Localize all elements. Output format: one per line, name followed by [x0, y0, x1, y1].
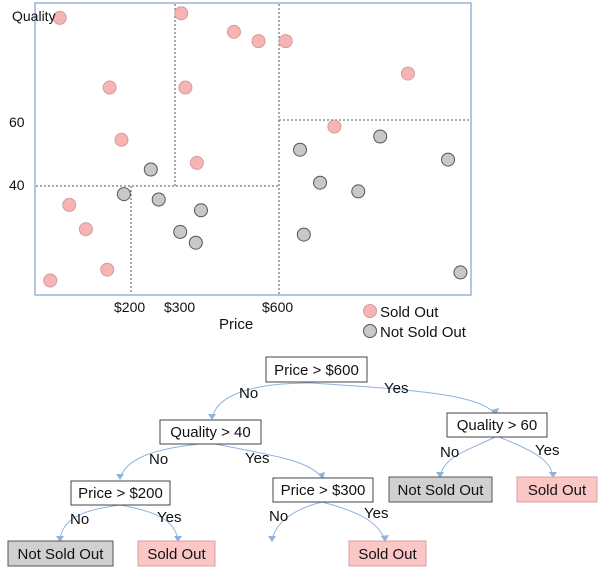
edge-lr-yes	[321, 501, 386, 541]
edge-lr-no	[271, 501, 323, 541]
edge-right-no	[439, 435, 498, 477]
arrowhead	[436, 472, 444, 478]
tree-node-quality-60: Quality > 60	[446, 412, 548, 438]
tree-node-price-300: Price > $300	[272, 477, 374, 503]
arrowhead	[116, 474, 124, 480]
scatter-frame	[34, 2, 472, 296]
legend: Sold Out Not Sold Out	[363, 304, 467, 341]
quality-60-label: Quality > 60	[457, 417, 537, 434]
edge-ll-yes	[119, 504, 179, 541]
legend-not-sold-out-label: Not Sold Out	[380, 324, 467, 341]
x-tick-600: $600	[262, 299, 293, 315]
edge-label-yes: Yes	[535, 442, 559, 459]
leaf-not-sold-out-2: Not Sold Out	[388, 476, 493, 503]
arrowhead	[268, 536, 276, 542]
tree-arrowheads	[56, 408, 557, 542]
not-sold-out-point	[313, 175, 328, 190]
edge-label-no: No	[440, 444, 459, 461]
sold-out-point	[102, 80, 117, 95]
edge-left-ll	[119, 442, 211, 480]
sold-out-point	[178, 80, 193, 95]
legend-sold-out-marker	[363, 304, 377, 318]
sold-out-point	[189, 155, 204, 170]
x-tick-200: $200	[114, 299, 145, 315]
y-tick-60: 60	[9, 114, 25, 130]
not-sold-out-point	[373, 129, 388, 144]
leaf-sold-out-3-label: Sold Out	[528, 482, 587, 499]
sold-out-point	[62, 197, 77, 212]
not-sold-out-point	[173, 224, 188, 239]
edge-root-left	[211, 382, 312, 420]
sold-out-point	[100, 262, 115, 277]
x-tick-300: $300	[164, 299, 195, 315]
not-sold-out-point	[293, 142, 308, 157]
sold-out-point	[174, 6, 189, 21]
edge-label-no: No	[149, 451, 168, 468]
tree-root-node: Price > $600	[265, 356, 368, 383]
tree-node-quality-40: Quality > 40	[159, 419, 262, 445]
edge-label-no: No	[239, 385, 258, 402]
price-200-label: Price > $200	[78, 485, 163, 502]
not-sold-out-point	[151, 192, 166, 207]
edge-label-yes: Yes	[384, 380, 408, 397]
tree-node-price-200: Price > $200	[70, 480, 171, 506]
not-sold-out-point	[188, 235, 203, 250]
sold-out-point	[226, 24, 241, 39]
root-node-label: Price > $600	[274, 362, 359, 379]
edge-label-no: No	[269, 508, 288, 525]
leaf-not-sold-out-1: Not Sold Out	[7, 540, 114, 567]
edge-left-lr	[209, 442, 323, 479]
x-axis-title: Price	[219, 316, 253, 333]
leaf-sold-out-1: Sold Out	[137, 540, 216, 567]
y-tick-40: 40	[9, 177, 25, 193]
sold-out-point	[278, 34, 293, 49]
sold-out-point	[78, 222, 93, 237]
tree-edges	[59, 382, 554, 541]
arrowhead	[318, 472, 325, 479]
not-sold-out-point	[143, 162, 158, 177]
leaf-sold-out-3: Sold Out	[516, 476, 598, 503]
leaf-sold-out-2: Sold Out	[348, 540, 427, 567]
edge-right-yes	[496, 435, 554, 477]
leaf-not-sold-out-1-label: Not Sold Out	[18, 546, 105, 563]
scatter-points	[43, 6, 468, 288]
edge-label-yes: Yes	[364, 505, 388, 522]
sold-out-point	[327, 119, 342, 134]
edge-label-yes: Yes	[157, 509, 181, 526]
y-axis-title: Quality	[12, 8, 56, 24]
leaf-sold-out-1-label: Sold Out	[147, 546, 206, 563]
sold-out-point	[114, 132, 129, 147]
legend-sold-out-label: Sold Out	[380, 304, 439, 321]
not-sold-out-point	[194, 203, 208, 218]
not-sold-out-point	[351, 184, 366, 199]
edge-ll-no	[59, 504, 121, 541]
arrowhead	[491, 408, 499, 416]
leaf-sold-out-2-label: Sold Out	[358, 546, 417, 563]
arrowhead	[208, 414, 216, 420]
edge-label-yes: Yes	[245, 450, 269, 467]
sold-out-point	[400, 66, 415, 81]
sold-out-point	[52, 10, 67, 25]
edge-label-no: No	[70, 511, 89, 528]
edge-root-right	[310, 382, 496, 415]
price-300-label: Price > $300	[281, 482, 366, 499]
legend-not-sold-out-marker	[363, 324, 377, 338]
not-sold-out-point	[441, 152, 456, 167]
sold-out-point	[43, 273, 58, 288]
arrowhead	[549, 472, 557, 478]
not-sold-out-point	[116, 187, 131, 202]
leaf-not-sold-out-2-label: Not Sold Out	[398, 482, 485, 499]
quality-40-label: Quality > 40	[170, 424, 250, 441]
arrowhead	[174, 536, 182, 542]
arrowhead	[56, 536, 64, 542]
sold-out-point	[251, 34, 266, 49]
not-sold-out-point	[296, 227, 311, 242]
not-sold-out-point	[453, 265, 468, 280]
arrowhead	[381, 535, 389, 542]
